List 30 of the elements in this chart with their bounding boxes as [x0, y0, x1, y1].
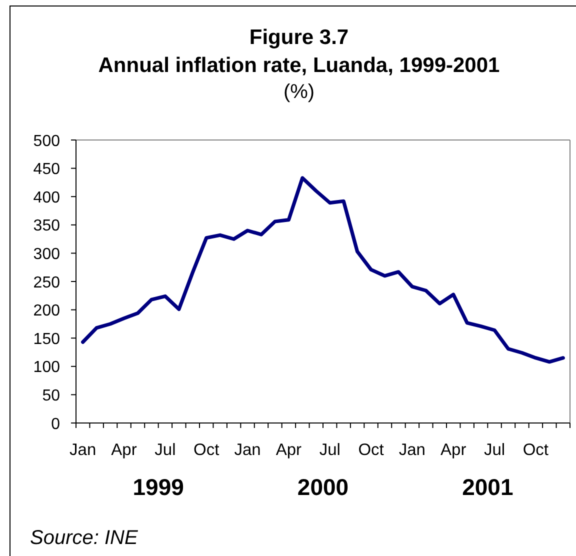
x-tick-label: Jul	[484, 441, 506, 459]
text: 1999	[132, 474, 184, 500]
x-tick-label: Oct	[522, 441, 549, 459]
y-tick-label: 50	[42, 387, 60, 404]
x-tick-label: Apr	[111, 441, 138, 459]
y-tick-label: 250	[33, 274, 60, 292]
y-tick-label: 450	[33, 161, 60, 178]
y-tick-label: 300	[33, 246, 60, 263]
y-tick-label: 200	[33, 302, 60, 320]
y-tick-label: 150	[33, 330, 60, 348]
y-tick-label: 100	[33, 359, 60, 376]
x-tick-label: Jul	[154, 441, 176, 459]
chart-title: Figure 3.7 Annual inflation rate, Luanda, 1999-2001	[98, 26, 500, 77]
source-note: Source: INE	[30, 527, 138, 549]
x-tick-label: Jan	[398, 441, 426, 459]
x-tick-label: Jul	[319, 441, 340, 459]
text: 2000	[297, 474, 349, 500]
x-tick-label: Oct	[358, 441, 384, 459]
y-tick-label: 0	[51, 416, 60, 433]
x-tick-label: Jan	[70, 441, 96, 459]
x-tick-label: Apr	[440, 441, 467, 459]
x-tick-label: Apr	[276, 441, 302, 459]
line-series	[81, 176, 565, 364]
y-tick-label: 400	[33, 189, 60, 206]
y-tick-label: 350	[33, 218, 60, 235]
x-tick-label: Jan	[234, 441, 261, 459]
y-tick-label: 500	[33, 132, 60, 150]
text: 2001	[462, 474, 514, 500]
chart-subtitle: (%)	[283, 81, 315, 103]
x-tick-label: Oct	[194, 441, 220, 459]
